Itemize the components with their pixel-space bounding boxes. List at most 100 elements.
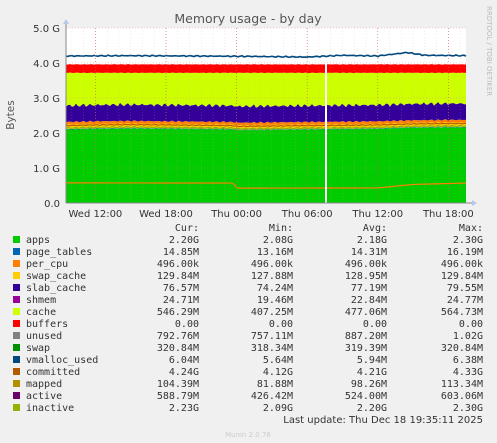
legend-value: 757.11M: [251, 331, 293, 342]
legend-label-active: active: [26, 391, 62, 402]
legend-value: 76.57M: [163, 283, 199, 294]
line-committed: [65, 51, 467, 59]
legend-column-header: Min:: [269, 223, 293, 234]
legend-value: 6.04M: [169, 355, 199, 366]
area-cache: [66, 102, 466, 124]
legend-value: 2.30G: [453, 403, 483, 414]
legend-value: 79.55M: [447, 283, 483, 294]
legend-column-header: Avg:: [363, 223, 387, 234]
legend-value: 2.20G: [169, 235, 199, 246]
legend-value: 477.06M: [345, 307, 387, 318]
legend-value: 320.84M: [441, 343, 483, 354]
legend-value: 13.16M: [257, 247, 293, 258]
legend-value: 319.39M: [345, 343, 387, 354]
chart-title: Memory usage - by day: [174, 11, 322, 26]
legend-label-cache: cache: [26, 307, 56, 318]
legend-label-per-cpu: per_cpu: [26, 259, 68, 270]
legend-value: 74.24M: [257, 283, 293, 294]
legend-value: 2.23G: [169, 403, 199, 414]
rrdtool-credit: RRDTOOL / TOBI OETIKER: [485, 6, 493, 96]
legend-value: 2.30G: [453, 235, 483, 246]
legend-swatch-shmem: [13, 296, 20, 303]
y-axis-label: Bytes: [5, 100, 17, 129]
legend-swatch-per-cpu: [13, 260, 20, 267]
legend-value: 77.19M: [351, 283, 387, 294]
legend-value: 496.00k: [441, 259, 483, 270]
x-tick-label: Wed 18:00: [139, 209, 193, 220]
legend-value: 792.76M: [157, 331, 199, 342]
x-tick-label: Wed 12:00: [69, 209, 123, 220]
legend-swatch-page-tables: [13, 248, 20, 255]
legend-swatch-mapped: [13, 380, 20, 387]
line-inactive: [65, 124, 467, 130]
legend-value: 127.88M: [251, 271, 293, 282]
x-tick-label: Thu 18:00: [422, 209, 474, 220]
legend-value: 546.29M: [157, 307, 199, 318]
legend-value: 0.00: [269, 319, 293, 330]
legend-value: 2.18G: [357, 235, 387, 246]
y-tick-label: 4.0 G: [33, 59, 60, 70]
legend-swatch-slab-cache: [13, 284, 20, 291]
legend-column-header: Max:: [459, 223, 483, 234]
legend-swatch-cache: [13, 308, 20, 315]
legend-value: 14.31M: [351, 247, 387, 258]
x-tick-label: Thu 12:00: [351, 209, 403, 220]
legend-value: 128.95M: [345, 271, 387, 282]
legend-swatch-inactive: [13, 404, 20, 411]
legend-value: 2.09G: [263, 403, 293, 414]
legend-swatch-committed: [13, 368, 20, 375]
legend-value: 318.34M: [251, 343, 293, 354]
legend-value: 407.25M: [251, 307, 293, 318]
y-tick-label: 1.0 G: [33, 164, 60, 175]
legend: Cur: Min: Avg: Max: apps 2.20G 2.08G 2.18G 2.30G…: [13, 223, 483, 414]
legend-value: 24.71M: [163, 295, 199, 306]
legend-value: 5.64M: [263, 355, 293, 366]
y-tick-label: 5.0 G: [33, 24, 60, 35]
legend-value: 129.84M: [441, 271, 483, 282]
legend-value: 496.00k: [251, 259, 293, 270]
legend-value: 24.77M: [447, 295, 483, 306]
plot-area: [65, 28, 467, 203]
x-axis-arrow: [472, 200, 477, 206]
legend-value: 2.08G: [263, 235, 293, 246]
legend-swatch-apps: [13, 236, 20, 243]
axes: 0.0 1.0 G 2.0 G 3.0 G 4.0 G 5.0 G Wed 12:00 Wed…: [33, 19, 477, 220]
legend-value: 603.06M: [441, 391, 483, 402]
area-swap: [66, 64, 466, 74]
legend-value: 496.00k: [157, 259, 199, 270]
y-tick-label: 0.0: [44, 199, 60, 210]
legend-value: 496.00k: [345, 259, 387, 270]
legend-swatch-unused: [13, 332, 20, 339]
legend-value: 16.19M: [447, 247, 483, 258]
y-axis-arrow: [63, 19, 69, 24]
legend-value: 887.20M: [345, 331, 387, 342]
legend-label-apps: apps: [26, 235, 50, 246]
legend-value: 564.73M: [441, 307, 483, 318]
legend-value: 524.00M: [345, 391, 387, 402]
legend-label-vmalloc-used: vmalloc_used: [26, 355, 98, 366]
legend-value: 5.94M: [357, 355, 387, 366]
legend-value: 4.12G: [263, 367, 293, 378]
legend-swatch-vmalloc-used: [13, 356, 20, 363]
legend-value: 2.20G: [357, 403, 387, 414]
legend-label-inactive: inactive: [26, 403, 74, 414]
last-update-text: Last update: Thu Dec 18 19:35:11 2025: [283, 415, 483, 426]
line-active: [65, 182, 467, 189]
legend-value: 4.24G: [169, 367, 199, 378]
munin-version-footer: Munin 2.0.76: [225, 431, 271, 439]
legend-value: 6.38M: [453, 355, 483, 366]
legend-label-swap: swap: [26, 343, 50, 354]
legend-label-swap-cache: swap_cache: [26, 271, 86, 282]
legend-column-header: Cur:: [175, 223, 199, 234]
x-tick-label: Thu 06:00: [281, 209, 333, 220]
area-unused: [66, 72, 466, 108]
legend-value: 4.33G: [453, 367, 483, 378]
legend-value: 14.85M: [163, 247, 199, 258]
legend-label-buffers: buffers: [26, 319, 68, 330]
legend-value: 19.46M: [257, 295, 293, 306]
legend-swatch-buffers: [13, 320, 20, 327]
line-mapped: [65, 122, 467, 128]
legend-value: 98.26M: [351, 379, 387, 390]
legend-value: 129.84M: [157, 271, 199, 282]
